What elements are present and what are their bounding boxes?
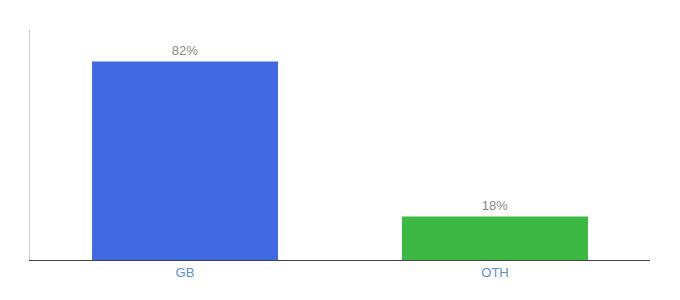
svg-text:OTH: OTH <box>481 265 508 280</box>
svg-text:82%: 82% <box>172 43 198 58</box>
svg-text:GB: GB <box>176 265 195 280</box>
svg-text:18%: 18% <box>482 198 508 213</box>
